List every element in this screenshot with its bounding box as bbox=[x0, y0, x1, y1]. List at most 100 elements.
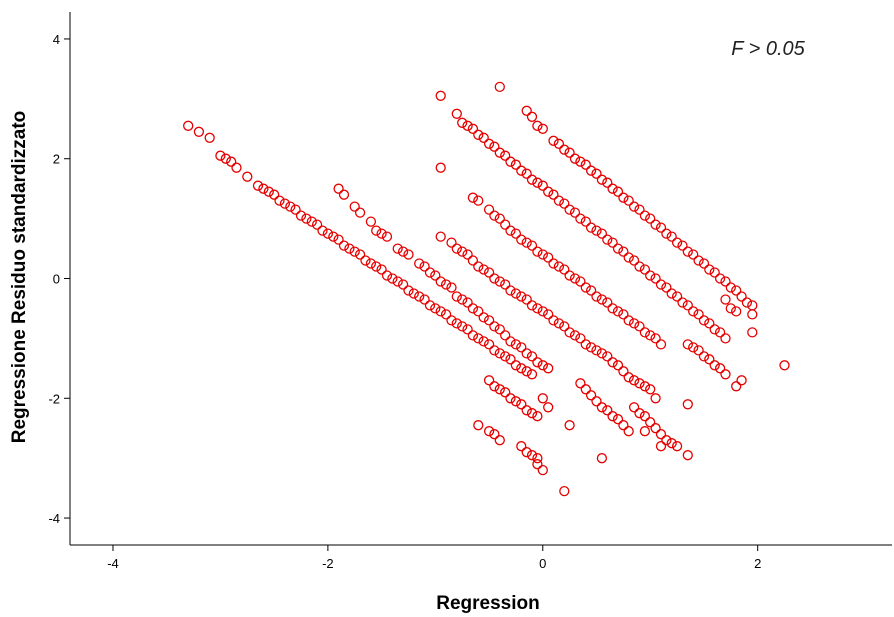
data-point bbox=[349, 246, 360, 257]
data-point bbox=[500, 351, 511, 362]
data-point bbox=[473, 306, 484, 317]
data-point bbox=[489, 321, 500, 332]
data-point bbox=[618, 246, 629, 257]
y-tick-label: 0 bbox=[53, 272, 60, 287]
data-point bbox=[575, 276, 586, 287]
data-point bbox=[634, 321, 645, 332]
data-point bbox=[602, 177, 613, 188]
data-point bbox=[526, 351, 538, 362]
data-point bbox=[397, 279, 409, 290]
data-point bbox=[731, 285, 742, 296]
data-point bbox=[650, 393, 661, 404]
data-point bbox=[607, 411, 618, 422]
data-point bbox=[424, 267, 436, 278]
data-point bbox=[548, 315, 559, 326]
data-point bbox=[204, 132, 215, 143]
data-point bbox=[516, 234, 527, 245]
data-point bbox=[580, 159, 591, 170]
data-point bbox=[591, 225, 602, 236]
data-point bbox=[354, 207, 366, 218]
data-point bbox=[263, 186, 274, 197]
data-point bbox=[591, 168, 602, 179]
data-point bbox=[779, 360, 790, 371]
data-point bbox=[494, 384, 505, 395]
data-point bbox=[532, 357, 543, 368]
data-point bbox=[618, 420, 629, 431]
data-point bbox=[741, 297, 753, 308]
data-point bbox=[596, 294, 608, 305]
data-point bbox=[569, 330, 581, 341]
data-point bbox=[709, 267, 720, 278]
data-point bbox=[559, 144, 570, 155]
data-point bbox=[500, 279, 511, 290]
data-point bbox=[569, 207, 581, 218]
data-point bbox=[682, 399, 693, 410]
data-point bbox=[220, 153, 231, 164]
data-point bbox=[634, 204, 645, 215]
data-point bbox=[725, 303, 736, 314]
data-point bbox=[639, 381, 651, 392]
data-point bbox=[473, 129, 484, 140]
data-point bbox=[473, 195, 484, 206]
data-point bbox=[693, 345, 704, 356]
data-point bbox=[618, 366, 629, 377]
data-point bbox=[242, 171, 253, 182]
data-point bbox=[602, 234, 613, 245]
data-point bbox=[478, 132, 489, 143]
data-point bbox=[543, 402, 554, 413]
data-point bbox=[521, 405, 532, 416]
data-point bbox=[435, 90, 446, 101]
data-point bbox=[489, 210, 500, 221]
data-point bbox=[639, 264, 651, 275]
data-point bbox=[537, 306, 548, 317]
data-point bbox=[612, 186, 624, 197]
x-tick-label: 0 bbox=[539, 556, 546, 571]
data-point bbox=[505, 156, 516, 167]
data-point bbox=[532, 411, 543, 422]
data-point bbox=[596, 228, 608, 239]
data-point bbox=[553, 261, 565, 272]
data-point bbox=[607, 303, 618, 314]
data-point bbox=[628, 402, 640, 413]
data-point bbox=[446, 282, 457, 293]
data-point bbox=[516, 165, 527, 176]
data-point bbox=[440, 279, 452, 290]
data-point bbox=[462, 120, 473, 131]
data-point bbox=[736, 375, 747, 386]
data-point bbox=[532, 459, 543, 470]
data-point bbox=[559, 321, 570, 332]
data-point bbox=[553, 195, 565, 206]
data-point bbox=[591, 291, 602, 302]
data-point bbox=[559, 198, 570, 209]
data-point bbox=[569, 273, 581, 284]
data-point bbox=[532, 177, 543, 188]
data-point bbox=[467, 330, 479, 341]
data-point bbox=[639, 426, 651, 437]
data-point bbox=[548, 258, 559, 269]
data-point bbox=[580, 384, 591, 395]
data-point bbox=[693, 309, 704, 320]
data-point bbox=[548, 189, 559, 200]
data-point bbox=[575, 378, 586, 389]
data-point bbox=[494, 348, 505, 359]
data-point bbox=[591, 345, 602, 356]
data-point bbox=[435, 276, 446, 287]
x-tick-label: 2 bbox=[754, 556, 761, 571]
data-point bbox=[704, 264, 715, 275]
data-point bbox=[709, 360, 720, 371]
data-point bbox=[623, 315, 634, 326]
data-point bbox=[634, 378, 645, 389]
data-point bbox=[720, 369, 731, 380]
data-point bbox=[333, 234, 344, 245]
data-point bbox=[473, 333, 484, 344]
data-point bbox=[661, 228, 672, 239]
data-point bbox=[371, 261, 382, 272]
data-point bbox=[634, 261, 645, 272]
data-point bbox=[639, 210, 651, 221]
data-point bbox=[269, 189, 280, 200]
x-axis-ticks: -4 -2 0 2 bbox=[107, 545, 761, 571]
data-point bbox=[623, 426, 634, 437]
data-point bbox=[650, 273, 661, 284]
data-point bbox=[671, 291, 683, 302]
data-point bbox=[457, 117, 468, 128]
